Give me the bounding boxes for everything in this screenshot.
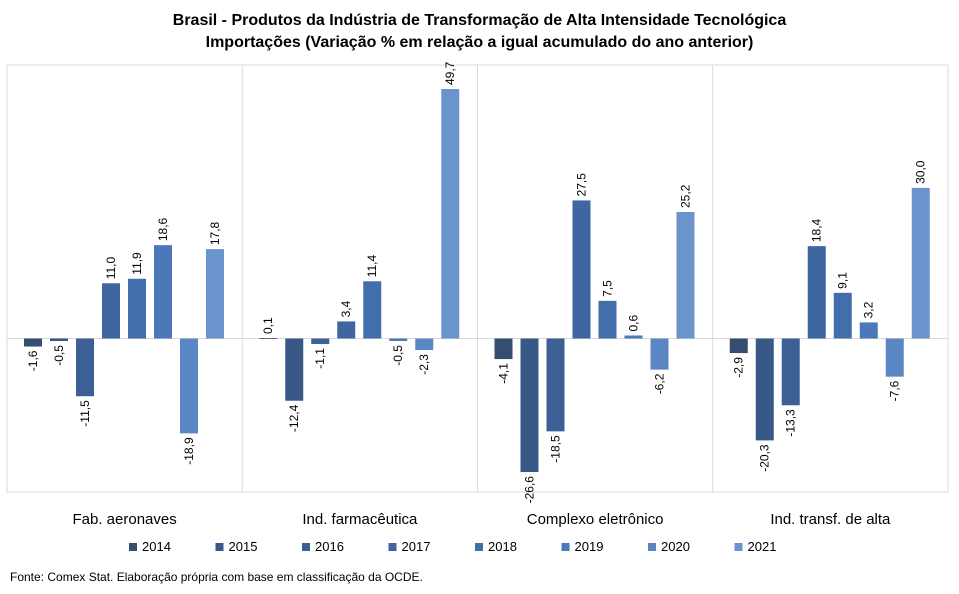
data-label: -1,1 <box>313 348 327 369</box>
data-label: -6,2 <box>653 373 667 394</box>
legend-label: 2021 <box>748 539 777 554</box>
data-label: 25,2 <box>679 184 693 208</box>
bar <box>885 338 904 377</box>
data-label: -13,3 <box>784 409 798 437</box>
category-label: Complexo eletrônico <box>527 511 664 528</box>
data-label: 11,4 <box>365 254 379 277</box>
bar <box>50 338 68 342</box>
category-label: Fab. aeronaves <box>73 511 177 528</box>
category-label: Ind. transf. de alta <box>770 511 891 528</box>
bar <box>494 338 513 360</box>
bar <box>363 281 382 339</box>
data-label: 0,1 <box>261 317 275 334</box>
bar <box>572 200 591 339</box>
data-label: 3,2 <box>862 301 876 318</box>
bar <box>76 338 94 397</box>
bar <box>389 338 408 342</box>
bar <box>598 300 617 339</box>
bar <box>337 321 356 339</box>
legend-label: 2018 <box>488 539 517 554</box>
source-note: Fonte: Comex Stat. Elaboração própria co… <box>10 570 423 584</box>
legend-swatch <box>302 543 310 551</box>
data-label: 11,9 <box>130 252 144 275</box>
data-label: 30,0 <box>914 160 928 184</box>
data-label: 3,4 <box>339 300 353 317</box>
data-label: -11,5 <box>78 400 92 427</box>
bar <box>807 246 826 339</box>
bar <box>546 338 565 432</box>
bar <box>259 337 278 339</box>
data-label: 18,6 <box>156 217 170 241</box>
legend-swatch <box>561 543 570 551</box>
data-label: 11,0 <box>104 256 118 279</box>
bar <box>285 338 304 401</box>
data-label: -26,6 <box>523 476 537 504</box>
bar <box>415 338 434 351</box>
legend-label: 2019 <box>575 539 604 554</box>
chart-title-line1: Brasil - Produtos da Indústria de Transf… <box>172 12 787 29</box>
bar <box>729 338 748 354</box>
legend-swatch <box>215 543 224 551</box>
data-label: 17,8 <box>208 221 222 245</box>
bar <box>180 338 198 434</box>
data-label: 27,5 <box>575 173 589 197</box>
legend-swatch <box>475 543 483 551</box>
bar <box>520 338 539 473</box>
data-label: 18,4 <box>810 218 824 242</box>
data-label: 0,6 <box>627 314 641 331</box>
category-label: Ind. farmacêutica <box>302 511 418 528</box>
data-label: -4,1 <box>497 363 511 384</box>
legend-swatch <box>129 543 137 551</box>
data-label: -20,3 <box>758 444 772 472</box>
chart-title: Brasil - Produtos da Indústria de Transf… <box>0 10 959 54</box>
chart-title-line2: Importações (Variação % em relação a igu… <box>205 34 754 51</box>
legend-label: 2017 <box>402 539 431 554</box>
data-label: -2,3 <box>417 354 431 375</box>
bar <box>755 338 774 441</box>
data-label: -0,5 <box>391 345 405 366</box>
bar <box>650 338 669 370</box>
bar <box>154 245 172 339</box>
data-label: -2,9 <box>732 357 746 378</box>
data-label: -12,4 <box>287 404 301 432</box>
data-label: -18,9 <box>182 437 196 465</box>
legend-label: 2015 <box>229 539 258 554</box>
bar <box>128 278 146 339</box>
bar <box>24 338 42 347</box>
bar <box>833 292 852 339</box>
bar <box>911 187 930 339</box>
data-label: 49,7 <box>443 61 457 85</box>
data-label: -18,5 <box>549 435 563 463</box>
legend-label: 2016 <box>315 539 344 554</box>
bar <box>676 211 695 339</box>
bar <box>859 322 878 339</box>
bar <box>206 249 224 339</box>
legend-swatch <box>648 543 656 551</box>
data-label: -0,5 <box>52 345 66 366</box>
legend-swatch <box>734 543 743 551</box>
data-label: 9,1 <box>836 272 850 289</box>
data-label: 7,5 <box>601 280 615 297</box>
bar <box>441 89 460 339</box>
bar <box>624 335 643 339</box>
legend-label: 2020 <box>661 539 690 554</box>
bar <box>311 338 330 345</box>
legend-label: 2014 <box>142 539 171 554</box>
data-label: -7,6 <box>888 380 902 401</box>
data-label: -1,6 <box>26 350 40 371</box>
bar <box>781 338 800 406</box>
bar <box>102 283 120 339</box>
legend-swatch <box>388 543 397 551</box>
